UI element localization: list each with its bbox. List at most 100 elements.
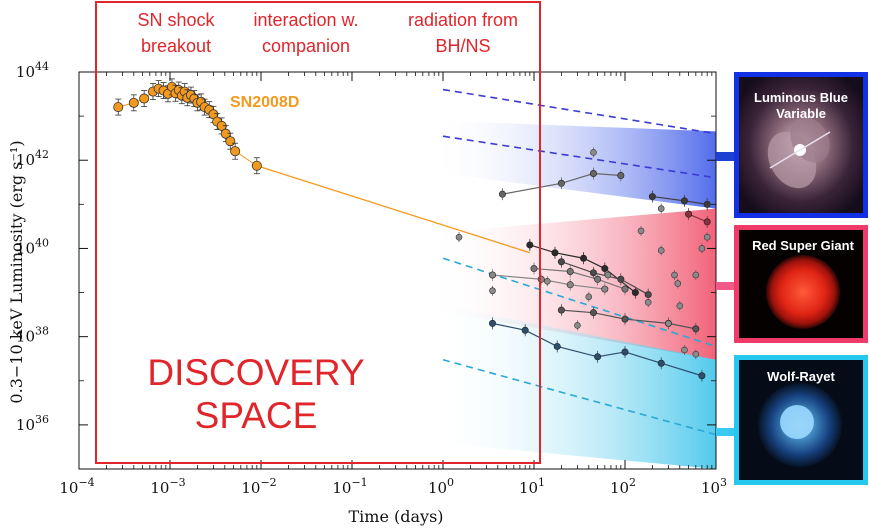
x-tick-exponent-2: −2 <box>260 476 276 489</box>
isolated-point-10 <box>604 271 612 279</box>
isolated-point-5 <box>698 245 706 252</box>
sn2008d-point-0 <box>113 102 124 113</box>
sample-point-0-3 <box>601 265 609 273</box>
isolated-point-16 <box>489 287 496 295</box>
lbv-nebula-image <box>767 117 831 189</box>
y-tick-exponent-1: 38 <box>35 325 49 338</box>
sample-point-6-4 <box>621 348 629 356</box>
isolated-point-15 <box>543 277 551 285</box>
lbv-title-line2: Variable <box>776 106 826 121</box>
y-tick-exponent-2: 40 <box>35 236 49 249</box>
axis-ticks <box>78 71 717 470</box>
lbv-connector <box>716 152 738 161</box>
isolated-point-17 <box>674 280 682 287</box>
sample-line-2 <box>533 267 626 290</box>
isolated-point-19 <box>692 350 700 358</box>
sample-point-5-1 <box>589 309 597 317</box>
rsg-connector <box>716 282 738 290</box>
x-tick-label-0: 10−4 <box>59 476 94 497</box>
wr-connector <box>716 428 738 436</box>
sn-sample-points <box>455 147 711 382</box>
dashed-line-1 <box>442 135 716 179</box>
sample-point-6-5 <box>657 359 665 367</box>
sample-point-1-1 <box>589 269 597 277</box>
x-axis-label: Time (days) <box>348 507 443 526</box>
x-tick-exponent-6: 2 <box>629 476 636 489</box>
sample-point-3-2 <box>589 170 597 178</box>
y-tick-label-0: 1036 <box>16 413 49 434</box>
sample-point-0-2 <box>580 254 588 262</box>
isolated-point-2 <box>637 227 645 235</box>
sample-point-4-3 <box>601 285 609 293</box>
x-tick-label-2: 10−2 <box>241 476 276 497</box>
plot-frame <box>78 71 717 470</box>
sample-point-4-1 <box>537 275 545 283</box>
progenitor-bands <box>428 120 716 469</box>
isolated-point-12 <box>703 233 711 241</box>
isolated-point-4 <box>671 271 678 279</box>
isolated-point-6 <box>692 271 700 279</box>
wr-inset: Wolf-Rayet <box>734 355 868 485</box>
rsg-inset: Red Super Giant <box>734 225 868 343</box>
isolated-point-11 <box>657 247 665 254</box>
isolated-point-9 <box>644 299 652 306</box>
x-tick-label-6: 102 <box>610 476 636 497</box>
sn2008d-point-1 <box>128 97 139 108</box>
band-boundary-lines <box>442 88 716 436</box>
sample-point-1-2 <box>617 275 625 283</box>
sample-point-2-0 <box>530 265 538 273</box>
y-tick-exponent-0: 36 <box>35 413 49 426</box>
sample-point-5-2 <box>621 315 629 323</box>
sample-point-7-2 <box>703 200 711 208</box>
y-tick-exponent-4: 44 <box>35 60 49 73</box>
rsg-title: Red Super Giant <box>752 238 855 253</box>
y-axis-label: 0.3−10 keV Luminosity (erg s⁻¹) <box>7 140 26 403</box>
sample-point-8-1 <box>703 218 711 226</box>
sample-point-1-3 <box>644 291 652 299</box>
lbv-inset: Luminous Blue Variable <box>734 72 868 218</box>
x-tick-exponent-4: 0 <box>447 476 454 489</box>
discovery-label-line1: DISCOVERY <box>147 352 364 393</box>
phase-breakout-line1: SN shock <box>137 10 215 30</box>
isolated-point-1 <box>590 149 597 156</box>
sn2008d-series <box>113 78 531 254</box>
sample-point-6-2 <box>553 342 561 350</box>
sample-point-7-1 <box>680 197 688 205</box>
discovery-space-box <box>95 1 541 464</box>
sample-point-5-4 <box>692 325 700 333</box>
x-tick-label-1: 10−3 <box>150 476 185 497</box>
x-tick-label-7: 103 <box>701 476 727 497</box>
isolated-point-0 <box>455 233 463 241</box>
wr-title: Wolf-Rayet <box>767 369 835 384</box>
sample-point-0-1 <box>551 249 559 257</box>
sn2008d-label: SN2008D <box>230 94 299 111</box>
isolated-point-18 <box>681 346 688 354</box>
sample-point-2-1 <box>566 268 574 276</box>
sample-point-2-3 <box>621 285 629 293</box>
phase-companion-line1: interaction w. <box>253 10 358 30</box>
sample-point-0-4 <box>631 289 639 297</box>
x-tick-label-5: 101 <box>519 476 545 497</box>
phase-bhns-line2: BH/NS <box>435 36 490 56</box>
x-tick-label-3: 10−1 <box>332 476 367 497</box>
isolated-point-8 <box>665 320 672 327</box>
dashed-line-0 <box>442 88 716 135</box>
lbv-title-line1: Luminous Blue <box>754 90 848 105</box>
sn2008d-point-24 <box>230 146 241 157</box>
x-tick-exponent-0: −4 <box>78 476 94 489</box>
sample-point-7-0 <box>648 193 656 201</box>
isolated-point-13 <box>574 322 581 329</box>
x-tick-exponent-7: 3 <box>720 476 727 489</box>
rsg-star-image <box>766 255 840 329</box>
phase-bhns-line1: radiation from <box>408 10 518 30</box>
sample-point-3-0 <box>498 190 506 198</box>
y-tick-exponent-3: 42 <box>35 148 49 161</box>
sn2008d-point-23 <box>225 136 236 147</box>
discovery-label-line2: SPACE <box>195 395 318 436</box>
isolated-point-14 <box>585 293 593 301</box>
sample-point-3-3 <box>617 172 625 180</box>
sample-point-6-6 <box>698 372 706 380</box>
sample-point-1-0 <box>557 258 565 266</box>
sn2008d-point-25 <box>251 160 262 171</box>
x-tick-label-4: 100 <box>428 476 454 497</box>
